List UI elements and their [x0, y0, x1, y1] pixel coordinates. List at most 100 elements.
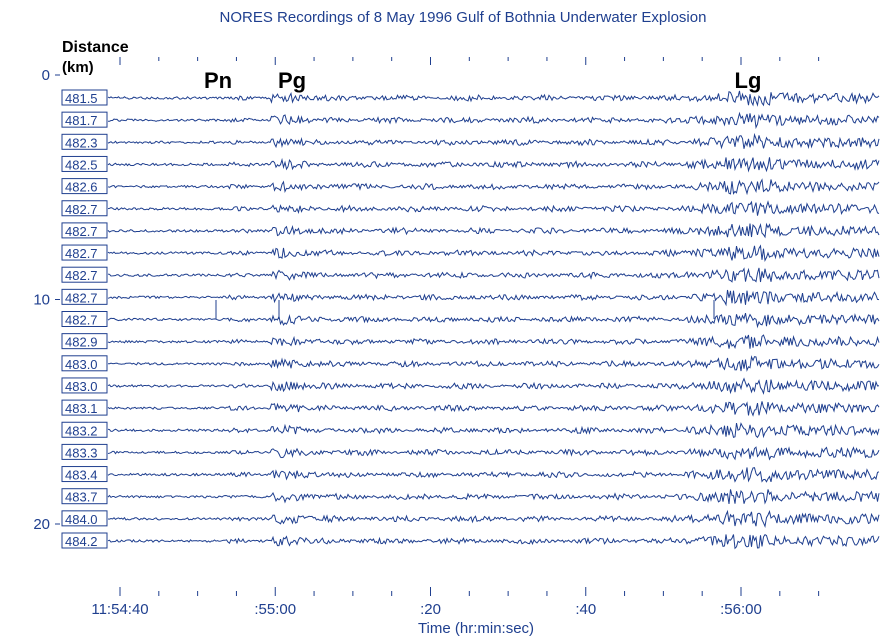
trace-label-box [61, 111, 108, 128]
trace-waveform [107, 377, 880, 395]
trace-label: 482.7 [61, 311, 108, 328]
trace-label-box [61, 200, 108, 217]
x-tick-label: 11:54:40 [91, 601, 148, 618]
trace-label-box [61, 488, 108, 505]
trace-label-text: 482.5 [65, 157, 98, 172]
trace-label-text: 482.7 [65, 224, 98, 239]
trace-label-box [61, 532, 108, 549]
trace-label-box [61, 288, 108, 305]
trace-label-text: 482.7 [65, 313, 98, 328]
trace-label-text: 482.3 [65, 135, 98, 150]
trace-label-box [61, 399, 108, 416]
trace-waveform [107, 267, 880, 283]
phase-label-lg: Lg [735, 68, 762, 93]
trace-label-box [61, 466, 108, 483]
y-axis-label: Distance [62, 39, 129, 56]
trace-label: 483.2 [61, 421, 108, 438]
trace-label: 483.7 [61, 488, 108, 505]
trace-waveform [107, 401, 880, 417]
trace-waveform [107, 489, 880, 505]
trace-label-text: 483.1 [65, 401, 98, 416]
trace-label: 482.7 [61, 288, 108, 305]
trace-label-text: 483.4 [65, 468, 98, 483]
trace-label-text: 482.7 [65, 290, 98, 305]
trace-label-box [61, 311, 108, 327]
chart-title: NORES Recordings of 8 May 1996 Gulf of B… [220, 9, 707, 26]
trace-waveform [107, 312, 880, 329]
trace-label: 482.7 [61, 266, 108, 283]
trace-label-text: 482.6 [65, 180, 98, 195]
trace-waveform [107, 222, 880, 239]
trace-waveform [108, 111, 880, 130]
trace-label-text: 482.7 [65, 268, 98, 283]
trace-label: 482.7 [61, 200, 108, 217]
phase-label-pn: Pn [204, 68, 232, 93]
trace-label-text: 482.7 [65, 202, 98, 217]
y-tick-label: 0 [42, 67, 50, 84]
trace-label-box [61, 443, 108, 460]
trace-label: 482.3 [61, 133, 108, 150]
trace-label-text: 481.5 [65, 91, 98, 106]
trace-waveform [107, 534, 880, 550]
x-tick-label: :56:00 [720, 601, 762, 618]
trace-label-text: 481.7 [65, 113, 98, 128]
trace-waveform [107, 467, 880, 483]
trace-label-box [61, 421, 108, 438]
trace-label-text: 482.9 [65, 335, 98, 350]
trace-label: 483.0 [61, 377, 108, 394]
trace-waveform [107, 509, 880, 529]
trace-label-box [61, 133, 108, 150]
trace-waveform [107, 200, 880, 216]
y-tick-label: 10 [33, 292, 50, 309]
trace-label: 484.0 [61, 510, 108, 527]
trace-waveform [107, 90, 880, 107]
trace-label-box [61, 333, 108, 350]
trace-waveform [107, 422, 880, 439]
trace-label: 482.7 [61, 222, 108, 239]
trace-label-box [61, 244, 108, 261]
trace-label: 483.4 [61, 466, 108, 483]
trace-label-box [61, 355, 108, 372]
trace-label: 484.2 [61, 532, 108, 549]
trace-label-text: 483.2 [65, 423, 98, 438]
x-axis-label: Time (hr:min:sec) [418, 620, 534, 637]
trace-label: 481.5 [61, 89, 108, 106]
trace-label: 483.3 [61, 443, 108, 460]
trace-waveform [107, 157, 880, 173]
trace-label-text: 483.0 [65, 357, 98, 372]
trace-label-text: 482.7 [65, 246, 98, 261]
trace-label: 482.7 [61, 244, 108, 261]
trace-waveform [107, 289, 880, 307]
trace-waveform [107, 355, 880, 372]
trace-label-box [61, 89, 108, 106]
trace-label-box [61, 510, 108, 527]
traces-group: 481.5 481.7 482.3 482.5 482.6 482.7 482.7 482.7… [61, 89, 880, 550]
trace-waveform [107, 244, 880, 262]
trace-waveform [107, 446, 880, 461]
x-tick-label: :40 [575, 601, 596, 618]
trace-label: 483.0 [61, 355, 108, 372]
trace-label: 482.5 [61, 155, 108, 172]
y-axis-unit: (km) [62, 59, 94, 76]
trace-label: 482.6 [61, 178, 108, 195]
trace-label-text: 483.3 [65, 445, 98, 460]
ticks-group: 11:54:40 :55:00 :20 :40 :56:00 0 10 20 [33, 57, 820, 618]
trace-label-box [61, 155, 108, 172]
y-tick-label: 20 [33, 516, 50, 533]
trace-waveform [107, 178, 880, 196]
trace-label: 481.7 [61, 111, 108, 128]
trace-label-box [61, 377, 108, 394]
trace-label-text: 483.0 [65, 379, 98, 394]
trace-label: 483.1 [61, 399, 108, 416]
trace-label-text: 484.0 [65, 512, 98, 527]
phases-group: Pn Pg Lg [204, 68, 762, 93]
trace-label: 482.9 [61, 333, 108, 350]
trace-label-text: 483.7 [65, 490, 98, 505]
trace-label-text: 484.2 [65, 534, 98, 549]
trace-label-box [61, 222, 108, 239]
x-tick-label: :20 [420, 601, 441, 618]
x-tick-label: :55:00 [254, 601, 296, 618]
trace-label-box [61, 178, 108, 195]
